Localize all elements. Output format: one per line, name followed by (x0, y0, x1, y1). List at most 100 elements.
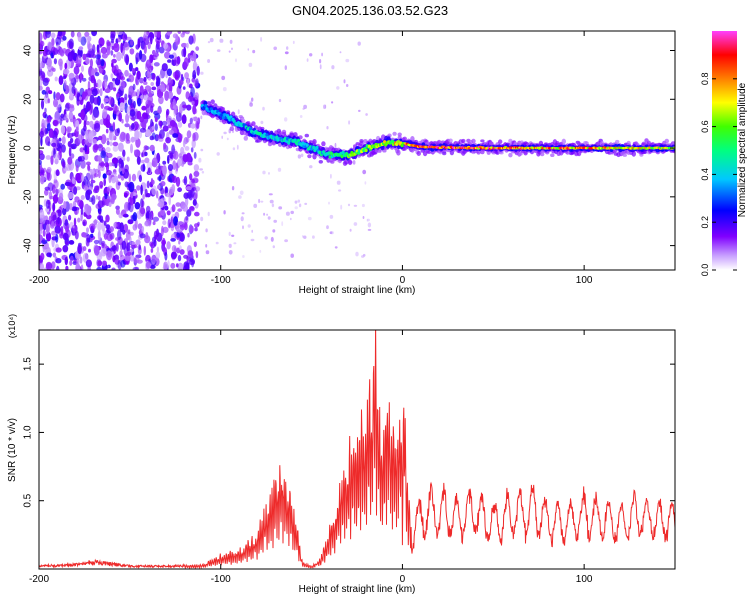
heatmap-noise-cell (144, 188, 148, 198)
heatmap-noise-cell (190, 147, 194, 153)
heatmap-noise-cell (71, 224, 78, 233)
heatmap-noise-cell (88, 248, 91, 253)
heatmap-noise-cell (103, 220, 107, 226)
spectrogram-heatmap (39, 31, 675, 270)
heatmap-noise-cell (228, 243, 232, 248)
heatmap-noise-cell (52, 202, 56, 212)
heatmap-noise-cell (189, 117, 193, 125)
heatmap-noise-cell (39, 159, 42, 165)
heatmap-noise-cell (117, 174, 121, 179)
heatmap-noise-cell (153, 62, 160, 67)
heatmap-noise-cell (80, 264, 84, 270)
heatmap-noise-cell (97, 260, 103, 267)
heatmap-noise-cell (185, 215, 189, 221)
heatmap-noise-cell (132, 266, 139, 270)
heatmap-noise-cell (205, 250, 210, 255)
heatmap-noise-cell (119, 80, 126, 91)
heatmap-noise-cell (326, 225, 329, 230)
heatmap-noise-cell (86, 227, 89, 234)
heatmap-noise-cell (84, 144, 88, 153)
heatmap-noise-cell (258, 198, 261, 204)
heatmap-ridge-core (204, 104, 208, 108)
heatmap-noise-cell (121, 240, 127, 250)
heatmap-ridge-halo (312, 139, 317, 145)
heatmap-noise-cell (179, 245, 182, 251)
heatmap-noise-cell (40, 99, 45, 110)
heatmap-noise-cell (144, 129, 152, 137)
heatmap-noise-cell (77, 217, 81, 223)
heatmap-noise-cell (207, 41, 211, 44)
heatmap-noise-cell (100, 150, 106, 159)
heatmap-noise-cell (111, 245, 117, 251)
heatmap-noise-cell (188, 258, 195, 266)
heatmap-noise-cell (54, 225, 61, 234)
heatmap-noise-cell (54, 153, 60, 161)
heatmap-noise-cell (87, 43, 93, 52)
heatmap-noise-cell (81, 173, 84, 182)
snr-y-multiplier: (x10⁴) (7, 314, 17, 338)
heatmap-noise-cell (45, 155, 51, 160)
heatmap-noise-cell (303, 235, 307, 239)
heatmap-ridge-halo (210, 99, 215, 105)
heatmap-noise-cell (75, 172, 81, 182)
heatmap-ridge-halo (442, 151, 447, 156)
heatmap-noise-cell (65, 265, 69, 270)
heatmap-ridge-halo (426, 151, 432, 154)
heatmap-ridge-core (305, 143, 309, 147)
heatmap-noise-cell (183, 175, 188, 186)
heatmap-noise-cell (162, 226, 169, 233)
heatmap-noise-cell (51, 67, 56, 72)
heatmap-noise-cell (290, 210, 295, 215)
heatmap-noise-cell (94, 168, 100, 174)
heatmap-ridge-core (265, 133, 269, 137)
heatmap-noise-cell (302, 107, 305, 110)
heatmap-noise-cell (147, 167, 151, 174)
heatmap-noise-cell (150, 82, 154, 86)
heatmap-noise-cell (164, 90, 170, 102)
colorbar-tick-label: 0.6 (700, 120, 710, 133)
heatmap-noise-cell (154, 31, 158, 38)
heatmap-noise-cell (154, 123, 158, 131)
heatmap-noise-cell (45, 231, 52, 242)
heatmap-noise-cell (164, 251, 168, 261)
heatmap-noise-cell (362, 253, 366, 257)
heatmap-noise-cell (145, 261, 152, 269)
heatmap-noise-cell (248, 62, 253, 67)
heatmap-noise-cell (162, 125, 169, 132)
heatmap-noise-cell (172, 71, 178, 79)
x-tick-label: 100 (576, 574, 593, 585)
heatmap-noise-cell (229, 39, 233, 44)
heatmap-noise-cell (251, 97, 254, 102)
heatmap-noise-cell (343, 79, 346, 84)
heatmap-noise-cell (130, 93, 134, 98)
heatmap-noise-cell (181, 114, 187, 125)
x-tick-label: -100 (211, 574, 231, 585)
heatmap-noise-cell (219, 38, 224, 43)
heatmap-noise-cell (277, 167, 282, 172)
heatmap-noise-cell (101, 242, 105, 249)
colorbar: 0.0 0.2 0.4 0.6 0.8 Normalized spectral ampl… (700, 31, 748, 276)
heatmap-noise-cell (197, 117, 201, 125)
heatmap-noise-cell (195, 251, 199, 259)
heatmap-noise-cell (189, 225, 194, 234)
heatmap-ridge-halo (448, 138, 453, 143)
heatmap-noise-cell (215, 241, 219, 245)
heatmap-noise-cell (61, 136, 66, 145)
heatmap-noise-cell (266, 213, 268, 216)
heatmap-noise-cell (81, 65, 84, 72)
heatmap-noise-cell (71, 85, 76, 94)
heatmap-noise-cell (145, 59, 152, 69)
heatmap-noise-cell (102, 108, 108, 119)
heatmap-ridge-halo (615, 139, 620, 144)
heatmap-noise-cell (85, 214, 92, 220)
heatmap-noise-cell (95, 54, 102, 60)
heatmap-noise-cell (98, 162, 105, 167)
heatmap-noise-cell (176, 56, 181, 65)
y-tick-label: -40 (23, 238, 34, 253)
heatmap-noise-cell (69, 137, 74, 144)
heatmap-ridge-core (229, 115, 233, 119)
heatmap-noise-cell (171, 245, 177, 253)
heatmap-noise-cell (39, 209, 45, 219)
heatmap-noise-cell (69, 255, 74, 262)
heatmap-noise-cell (131, 123, 135, 130)
